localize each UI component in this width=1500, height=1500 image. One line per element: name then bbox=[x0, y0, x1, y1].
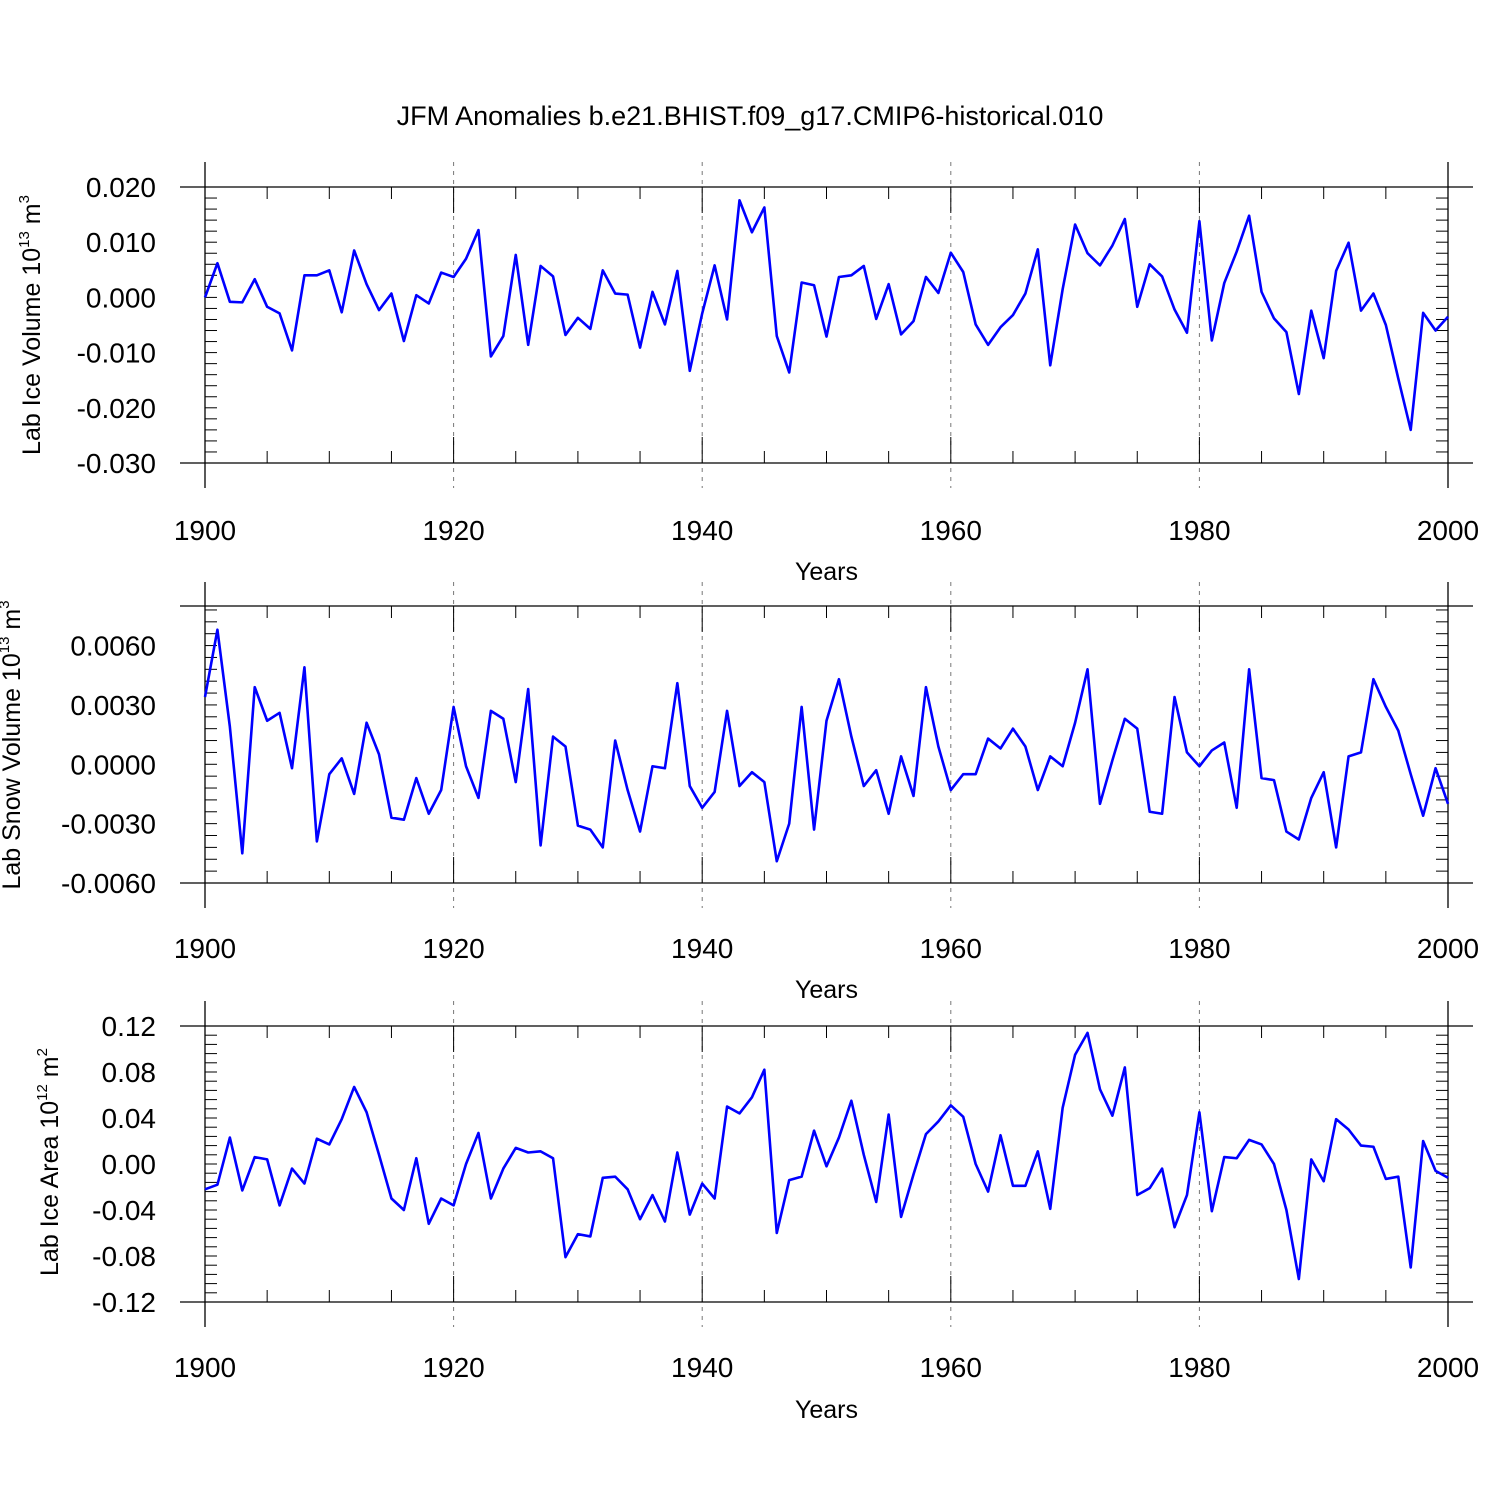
y-axis-label-exponent: 13 bbox=[16, 231, 33, 248]
y-tick-label: 0.0030 bbox=[70, 690, 156, 721]
y-tick-label: 0.020 bbox=[86, 172, 156, 203]
y-axis-label: Lab Ice Area 1012 m2 bbox=[34, 1048, 64, 1276]
y-axis-label-text: Lab Snow Volume 10 bbox=[0, 653, 26, 889]
x-tick-label: 2000 bbox=[1417, 1352, 1479, 1383]
y-tick-label: 0.08 bbox=[102, 1057, 157, 1088]
y-tick-label: 0.0000 bbox=[70, 749, 156, 780]
x-tick-label: 1920 bbox=[422, 1352, 484, 1383]
x-tick-label: 1940 bbox=[671, 1352, 733, 1383]
y-tick-label: 0.000 bbox=[86, 282, 156, 313]
x-tick-label: 1920 bbox=[422, 515, 484, 546]
y-axis-label-unit: m bbox=[18, 203, 46, 231]
panel-1: 1900 1920 1940 1960 1980 2000 -0.030 -0.020 -0.0… bbox=[16, 162, 1479, 586]
axes bbox=[180, 1001, 1473, 1327]
y-tick-label: -0.030 bbox=[77, 448, 156, 479]
x-axis-label: Years bbox=[795, 558, 858, 586]
y-tick-label: 0.010 bbox=[86, 227, 156, 258]
panel-2: 1900 1920 1940 1960 1980 2000 -0.0060 -0.0030 0.… bbox=[0, 582, 1479, 1004]
axes bbox=[180, 582, 1473, 908]
x-tick-label: 1900 bbox=[174, 515, 236, 546]
y-axis-label-exponent: 12 bbox=[34, 1084, 51, 1101]
x-tick-label: 1920 bbox=[422, 933, 484, 964]
x-tick-label: 1940 bbox=[671, 515, 733, 546]
y-tick-label: -0.010 bbox=[77, 338, 156, 369]
y-axis-label-unit-exponent: 2 bbox=[34, 1048, 51, 1056]
x-axis-label: Years bbox=[795, 1396, 858, 1424]
y-axis-label-unit: m bbox=[0, 609, 26, 637]
x-tick-label: 1980 bbox=[1168, 933, 1230, 964]
x-tick-label: 1900 bbox=[174, 1352, 236, 1383]
y-axis-label-unit-exponent: 3 bbox=[0, 600, 13, 608]
x-tick-label: 1900 bbox=[174, 933, 236, 964]
panels: 1900 1920 1940 1960 1980 2000 -0.030 -0.020 -0.0… bbox=[0, 162, 1479, 1424]
y-tick-label: 0.00 bbox=[102, 1149, 157, 1180]
x-tick-label: 1940 bbox=[671, 933, 733, 964]
series-line bbox=[203, 628, 1450, 863]
y-tick-label: -0.0060 bbox=[61, 868, 156, 899]
x-tick-label: 1960 bbox=[920, 515, 982, 546]
y-axis-label: Lab Ice Volume 1013 m3 bbox=[16, 195, 46, 455]
y-tick-label: -0.04 bbox=[92, 1195, 156, 1226]
series-line bbox=[204, 1031, 1449, 1281]
x-tick-label: 1980 bbox=[1168, 515, 1230, 546]
y-tick-label: 0.0060 bbox=[70, 631, 156, 662]
y-axis-label-unit-exponent: 3 bbox=[16, 195, 33, 203]
panel-3: 1900 1920 1940 1960 1980 2000 -0.12 -0.08 -0.04 0… bbox=[34, 1001, 1479, 1424]
series-line bbox=[203, 198, 1449, 432]
y-axis-label-unit: m bbox=[36, 1056, 64, 1084]
y-axis-label: Lab Snow Volume 1013 m3 bbox=[0, 600, 26, 889]
y-axis-label-text: Lab Ice Volume 10 bbox=[18, 248, 46, 455]
axes bbox=[180, 162, 1473, 488]
y-tick-label: 0.12 bbox=[102, 1011, 157, 1042]
x-tick-label: 1960 bbox=[920, 1352, 982, 1383]
x-tick-label: 1960 bbox=[920, 933, 982, 964]
x-axis-label: Years bbox=[795, 976, 858, 1004]
y-axis-label-exponent: 13 bbox=[0, 637, 13, 654]
x-tick-label: 2000 bbox=[1417, 933, 1479, 964]
y-axis-label-text: Lab Ice Area 10 bbox=[36, 1101, 64, 1276]
y-tick-label: 0.04 bbox=[102, 1103, 157, 1134]
y-tick-label: -0.12 bbox=[92, 1287, 156, 1318]
y-tick-label: -0.020 bbox=[77, 393, 156, 424]
x-tick-label: 1980 bbox=[1168, 1352, 1230, 1383]
y-tick-label: -0.08 bbox=[92, 1241, 156, 1272]
chart-title: JFM Anomalies b.e21.BHIST.f09_g17.CMIP6-… bbox=[397, 101, 1104, 131]
x-tick-label: 2000 bbox=[1417, 515, 1479, 546]
y-tick-label: -0.0030 bbox=[61, 809, 156, 840]
